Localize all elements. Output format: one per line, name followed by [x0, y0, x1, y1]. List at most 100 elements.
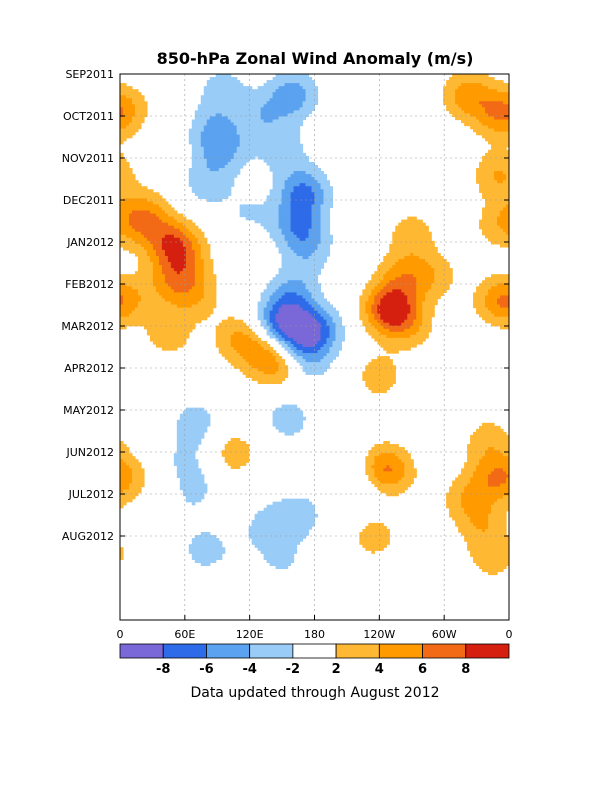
anomaly-cell: [500, 295, 504, 300]
anomaly-cell: [161, 262, 166, 266]
anomaly-cell: [314, 234, 319, 239]
anomaly-cell: [503, 186, 507, 190]
anomaly-cell: [260, 92, 265, 96]
anomaly-cell: [320, 249, 325, 254]
anomaly-cell: [230, 158, 235, 163]
anomaly-cell: [428, 243, 432, 248]
anomaly-cell: [497, 98, 501, 102]
anomaly-cell: [120, 210, 124, 215]
anomaly-cell: [149, 237, 154, 242]
anomaly-cell: [245, 137, 250, 142]
anomaly-cell: [290, 207, 295, 212]
anomaly-cell: [221, 95, 226, 99]
anomaly-cell: [155, 192, 160, 196]
anomaly-cell: [302, 228, 307, 233]
anomaly-cell: [134, 101, 139, 105]
anomaly-cell: [248, 107, 253, 111]
anomaly-cell: [272, 149, 277, 154]
anomaly-cell: [302, 74, 307, 78]
anomaly-cell: [236, 89, 241, 93]
anomaly-cell: [491, 225, 495, 230]
anomaly-cell: [458, 77, 462, 81]
anomaly-cell: [473, 301, 477, 306]
anomaly-cell: [500, 168, 504, 172]
anomaly-cell: [443, 289, 447, 293]
anomaly-cell: [401, 246, 405, 251]
anomaly-cell: [209, 180, 214, 184]
anomaly-cell: [120, 116, 124, 121]
anomaly-cell: [134, 295, 139, 300]
anomaly-cell: [200, 189, 205, 193]
anomaly-cell: [233, 146, 238, 151]
anomaly-cell: [188, 280, 193, 284]
anomaly-cell: [125, 222, 130, 227]
anomaly-cell: [278, 174, 283, 178]
anomaly-cell: [179, 234, 184, 239]
anomaly-cell: [236, 122, 241, 127]
anomaly-cell: [377, 274, 381, 278]
anomaly-cell: [152, 265, 157, 269]
anomaly-cell: [173, 280, 178, 284]
anomaly-cell: [455, 113, 459, 118]
anomaly-cell: [200, 295, 205, 300]
anomaly-cell: [269, 231, 274, 236]
anomaly-cell: [503, 137, 507, 142]
anomaly-cell: [188, 177, 193, 181]
anomaly-cell: [401, 295, 405, 300]
anomaly-cell: [212, 155, 217, 160]
anomaly-cell: [305, 98, 310, 102]
anomaly-cell: [314, 201, 319, 206]
anomaly-cell: [266, 101, 271, 105]
anomaly-cell: [212, 189, 217, 193]
anomaly-cell: [137, 186, 142, 190]
anomaly-cell: [371, 313, 375, 318]
anomaly-cell: [428, 231, 432, 236]
anomaly-cell: [284, 307, 289, 312]
anomaly-cell: [431, 252, 435, 257]
anomaly-cell: [287, 95, 292, 99]
anomaly-cell: [293, 110, 298, 115]
anomaly-cell: [425, 271, 429, 275]
anomaly-cell: [314, 237, 319, 242]
anomaly-cell: [224, 168, 229, 172]
anomaly-cell: [485, 195, 489, 199]
anomaly-cell: [389, 262, 393, 266]
anomaly-cell: [170, 310, 175, 315]
anomaly-cell: [428, 289, 432, 293]
anomaly-cell: [281, 243, 286, 248]
anomaly-cell: [212, 95, 217, 99]
anomaly-cell: [500, 234, 504, 239]
anomaly-cell: [191, 140, 196, 145]
anomaly-cell: [395, 265, 399, 269]
anomaly-cell: [431, 246, 435, 251]
anomaly-cell: [449, 92, 453, 96]
anomaly-cell: [464, 107, 468, 111]
anomaly-cell: [308, 283, 313, 287]
anomaly-cell: [224, 131, 229, 136]
anomaly-cell: [392, 268, 396, 272]
anomaly-cell: [482, 77, 486, 81]
anomaly-cell: [203, 283, 208, 287]
anomaly-cell: [461, 77, 465, 81]
anomaly-cell: [257, 95, 262, 99]
anomaly-cell: [467, 86, 471, 90]
anomaly-cell: [137, 207, 142, 212]
anomaly-cell: [120, 237, 124, 242]
anomaly-cell: [161, 307, 166, 312]
anomaly-cell: [431, 265, 435, 269]
anomaly-cell: [140, 295, 145, 300]
anomaly-cell: [326, 186, 331, 190]
anomaly-cell: [209, 158, 214, 163]
anomaly-cell: [287, 189, 292, 193]
anomaly-cell: [203, 86, 208, 90]
anomaly-cell: [203, 249, 208, 254]
anomaly-cell: [434, 277, 438, 281]
anomaly-cell: [407, 262, 411, 266]
anomaly-cell: [281, 310, 286, 315]
anomaly-cell: [296, 313, 301, 318]
anomaly-cell: [191, 125, 196, 130]
anomaly-cell: [149, 268, 154, 272]
anomaly-cell: [494, 286, 498, 290]
anomaly-cell: [302, 237, 307, 242]
anomaly-cell: [164, 246, 169, 251]
